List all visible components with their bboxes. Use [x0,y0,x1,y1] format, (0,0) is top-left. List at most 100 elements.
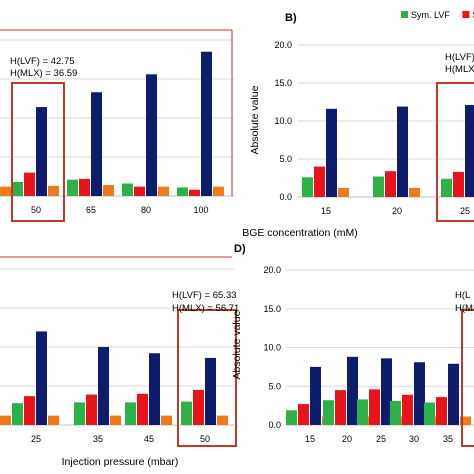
bar [402,394,413,425]
bar [149,353,160,425]
bar [441,178,452,197]
bar [298,404,309,425]
bar [48,185,59,196]
bar [217,415,228,425]
annotation: H(LVF) = [445,52,474,63]
bar [357,399,368,425]
bar [91,92,102,196]
bar [424,402,435,425]
x-tick-label: 25 [31,434,41,444]
bar [79,178,90,196]
bar [158,186,169,196]
panel-a-bge-concentration: 50 65 80 100 H(LVF) = 42.75H(MLX) = 36.59 BGE… [0,29,358,239]
y-tick-label: 0.0 [268,420,281,430]
x-tick-label: 15 [305,434,315,444]
legend-swatch [462,11,470,18]
x-tick-label: 20 [392,206,402,216]
bar [24,396,35,425]
bar [414,362,425,425]
x-tick-label: 45 [144,434,154,444]
bar [373,176,384,197]
y-tick-label: 15.0 [274,78,292,88]
bar [86,394,97,425]
annotation: H(MI [455,303,474,314]
annotation: H(MLX) = 56.71 [172,303,239,314]
x-tick-label: 35 [443,434,453,444]
bar [453,171,464,197]
bar [74,402,85,425]
bar [335,390,346,425]
bar [98,347,109,425]
bar [48,415,59,425]
bar [286,410,297,425]
legend-label: Sy [472,10,474,20]
legend-swatch [401,11,408,18]
y-tick-label: 0.0 [279,192,292,202]
bar [122,183,133,196]
y-tick-label: 10.0 [274,116,292,126]
bar [448,363,459,425]
x-tick-label: 25 [376,434,386,444]
bar [36,331,47,425]
panel-label: B) [285,12,297,24]
panel-b: 0.0 5.0 10.0 15.0 20.0 Absolute value B) 15 20 25… [249,10,474,222]
bar [381,358,392,425]
bar [460,416,471,425]
bar [161,415,172,425]
bar [12,403,23,425]
highlight-box [461,309,474,447]
bar [369,389,380,425]
bar [205,357,216,425]
bar [12,181,23,196]
highlight-box [11,82,65,222]
annotation: H(L [455,290,470,301]
bar [193,389,204,425]
y-axis-label: Absolute value [249,85,261,154]
y-tick-label: 5.0 [279,154,292,164]
bar [323,400,334,425]
bar [409,187,420,197]
y-tick-label: 15.0 [263,304,281,314]
x-tick-label: 65 [86,205,96,215]
bar [146,74,157,196]
x-tick-label: 80 [141,205,151,215]
bar [103,185,114,196]
x-tick-label: 15 [321,206,331,216]
bar [201,51,212,197]
x-tick-label: 100 [193,205,208,215]
bar [0,415,11,425]
panel-d: 0.0 5.0 10.0 15.0 20.0 Absolute value D) 15 20 25… [231,243,474,447]
bar [213,186,224,196]
bar [181,401,192,425]
bar [397,106,408,197]
x-tick-label: 25 [460,206,470,216]
panel-label: D) [234,243,246,255]
annotation: H(MLX) = 36.59 [10,68,77,79]
x-tick-label: 50 [31,205,41,215]
highlight-box [177,309,237,447]
bar [134,186,145,196]
bar [465,105,474,197]
bar [347,356,358,425]
bar [189,189,200,196]
bar [67,179,78,196]
y-axis-label: Absolute value [231,310,243,379]
bar [338,187,349,197]
bar [390,400,401,425]
bar [0,186,11,196]
bar [436,397,447,425]
bar [36,107,47,196]
y-tick-label: 5.0 [268,381,281,391]
panel-c-injection-pressure: 25 35 45 50 H(LVF) = 65.33 H(MLX) = 56.71 Inje… [0,256,239,468]
bar [385,171,396,197]
x-tick-label: 50 [200,434,210,444]
annotation: H(LVF) = 42.75 [10,56,75,67]
bar [24,172,35,196]
bar [110,415,121,425]
highlight-box [436,82,474,222]
bar [326,108,337,197]
y-tick-label: 10.0 [263,343,281,353]
bar [302,177,313,197]
bar [177,187,188,196]
